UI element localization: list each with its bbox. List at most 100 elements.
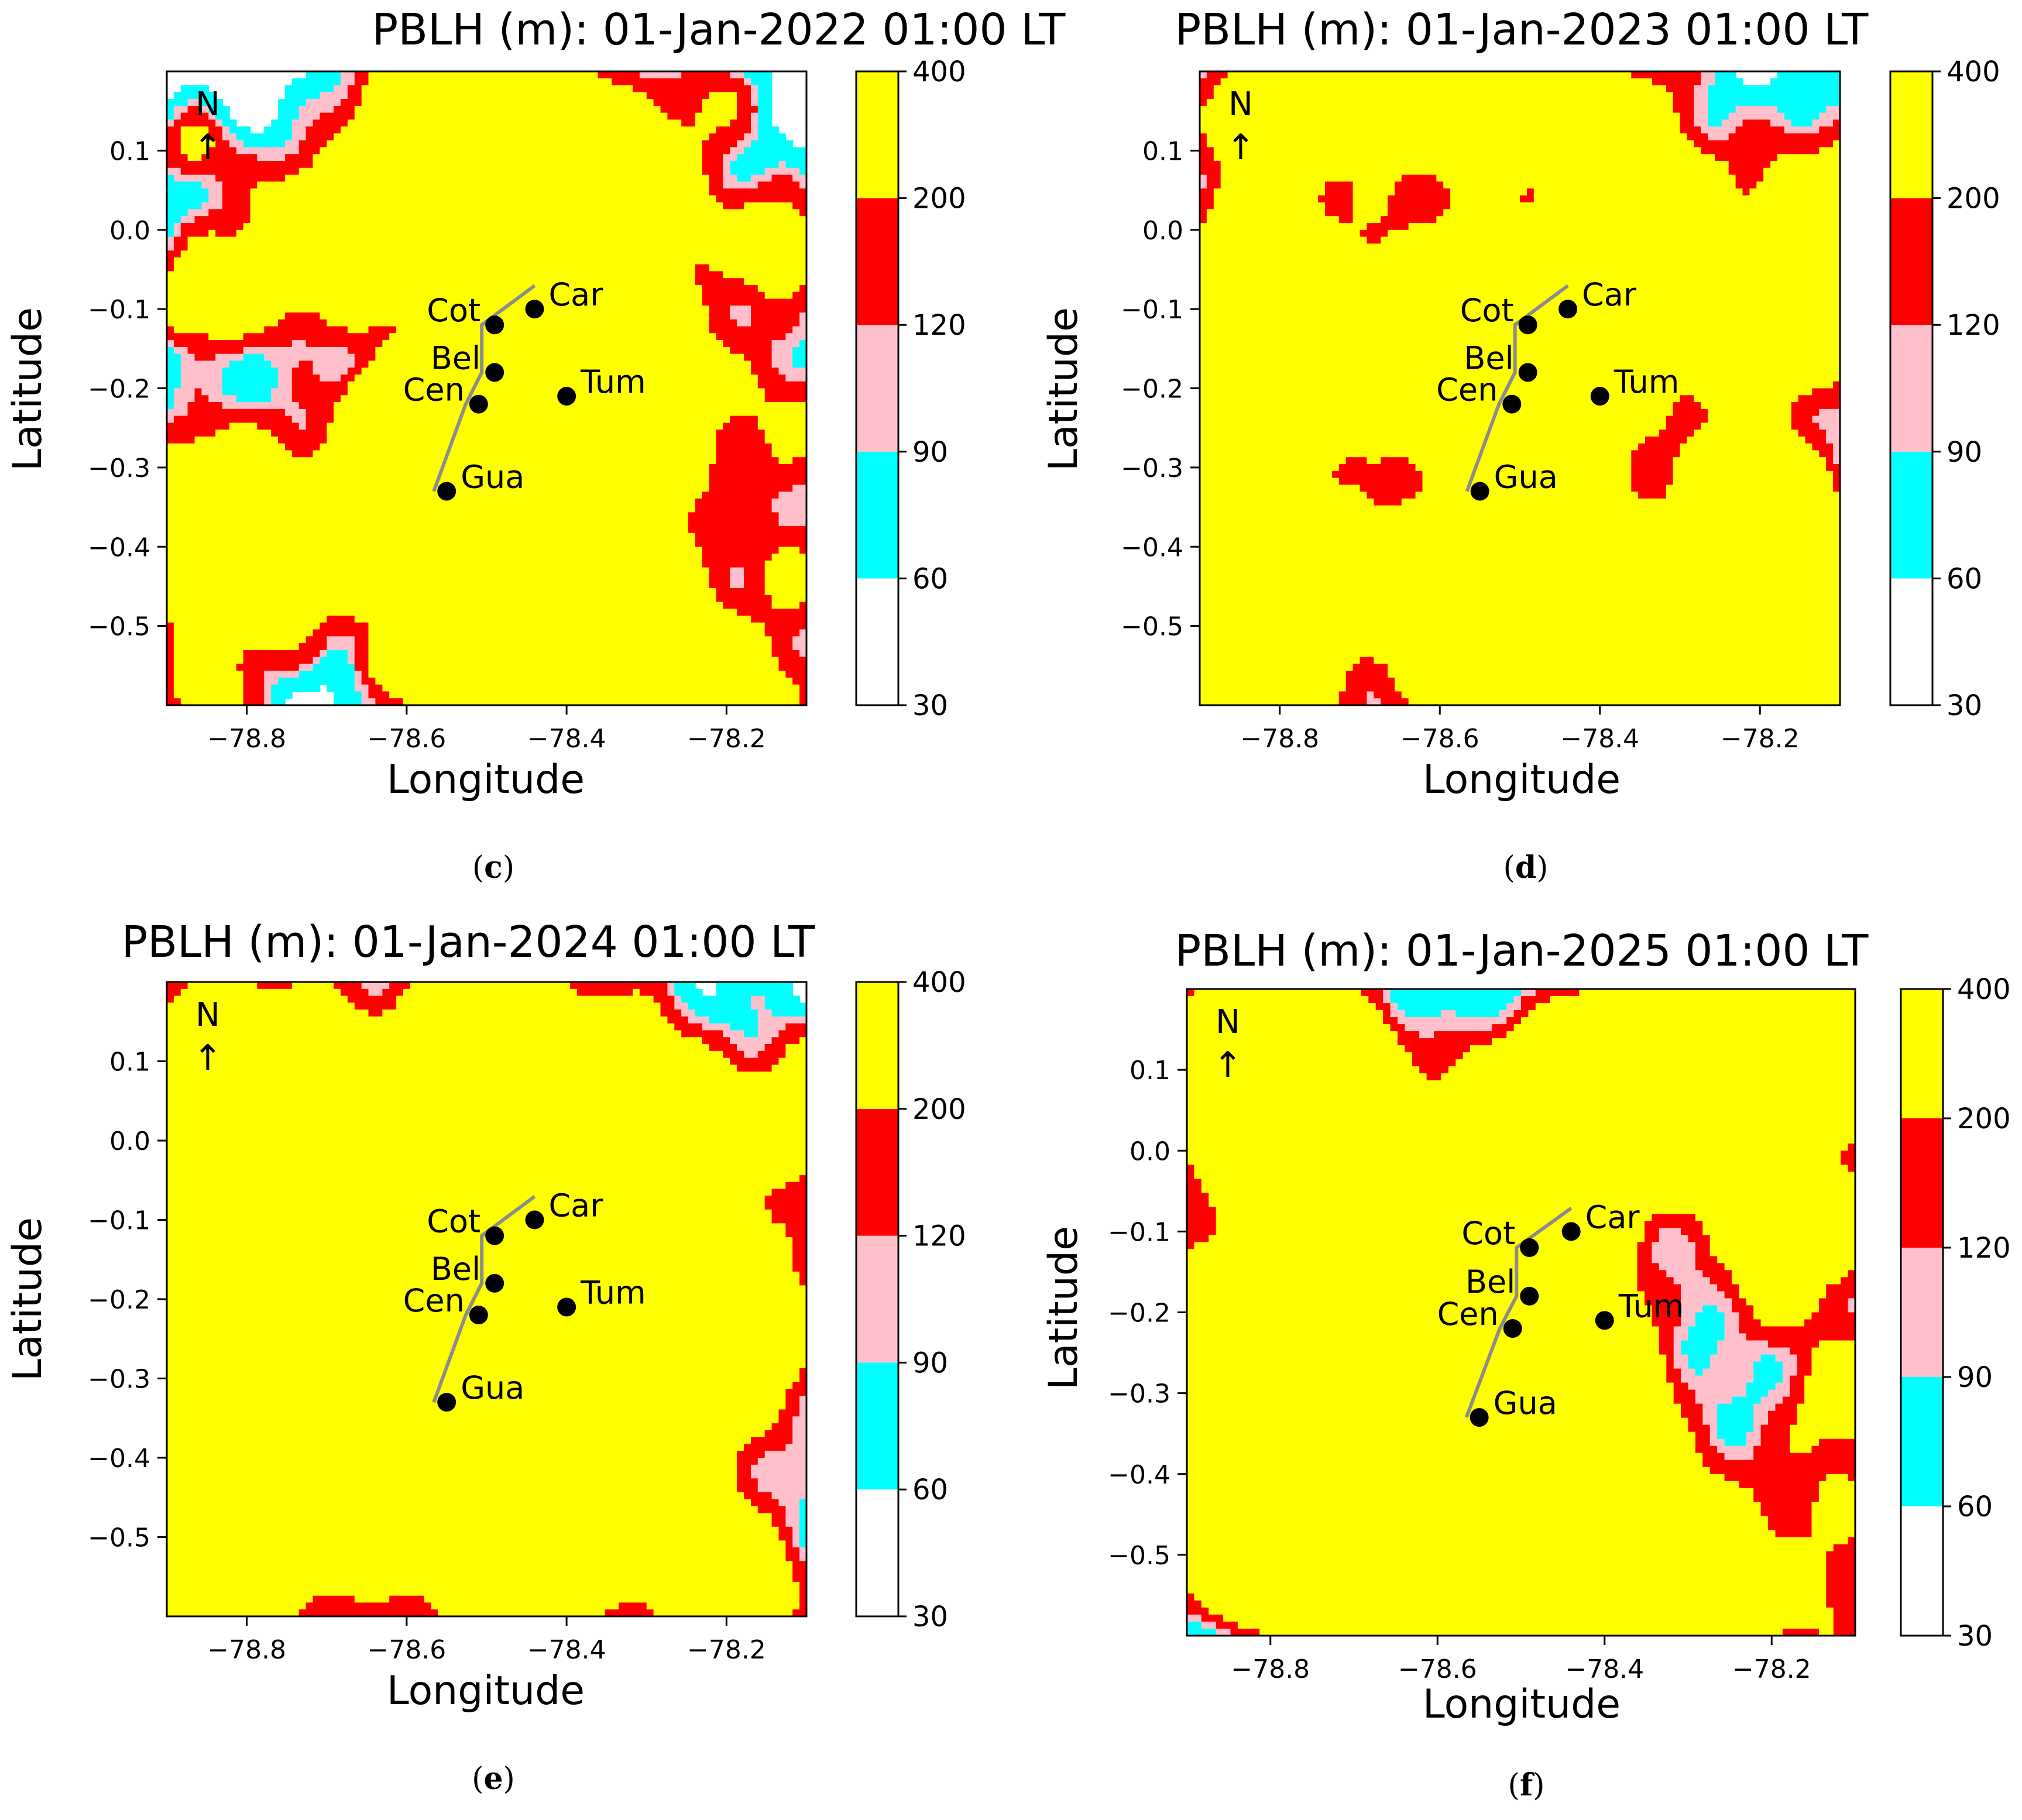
north-arrow-icon: ↑ xyxy=(193,127,222,168)
north-label: N xyxy=(1228,85,1253,123)
colorbar-tick-label: 90 xyxy=(912,436,948,469)
y-tick-label: −0.1 xyxy=(1108,1217,1170,1247)
y-tick-label: 0.1 xyxy=(109,136,150,166)
station-marker-car xyxy=(525,300,544,319)
station-marker-cot xyxy=(485,1226,504,1245)
colorbar-segment xyxy=(856,1489,898,1616)
x-tick-label: −78.2 xyxy=(1732,1654,1811,1684)
station-marker-gua xyxy=(437,1393,456,1412)
y-axis-label: Latitude xyxy=(5,307,51,471)
x-tick-label: −78.2 xyxy=(687,1635,766,1665)
y-tick-label: 0.0 xyxy=(1142,216,1183,246)
x-axis-label: Longitude xyxy=(1423,1681,1621,1728)
station-marker-cot xyxy=(485,315,504,335)
panel-caption-letter: e xyxy=(483,1761,503,1797)
x-axis-label: Longitude xyxy=(387,757,585,803)
x-tick-label: −78.2 xyxy=(1721,724,1800,754)
y-tick-label: −0.4 xyxy=(88,533,150,562)
colorbar-frame xyxy=(1900,988,1944,1637)
north-label: N xyxy=(195,85,220,123)
panel-caption: (d) xyxy=(1503,850,1549,885)
station-marker-cen xyxy=(469,1306,488,1325)
y-tick-label: −0.5 xyxy=(88,1523,150,1553)
station-marker-bel xyxy=(485,1273,504,1293)
station-label-tum: Tum xyxy=(580,1275,646,1311)
station-label-cot: Cot xyxy=(427,1203,480,1240)
station-marker-bel xyxy=(1518,363,1537,382)
y-tick-label: −0.2 xyxy=(1108,1299,1170,1328)
y-tick-label: −0.2 xyxy=(88,375,150,404)
station-label-gua: Gua xyxy=(1494,458,1558,495)
colorbar-segment xyxy=(1890,71,1932,198)
north-arrow-icon: ↑ xyxy=(1213,1045,1242,1086)
chart-title: PBLH (m): 01-Jan-2025 01:00 LT xyxy=(1175,926,1869,976)
north-arrow-icon: ↑ xyxy=(1226,127,1255,168)
colorbar-segment xyxy=(1890,578,1932,705)
station-marker-bel xyxy=(485,363,504,382)
x-tick-label: −78.8 xyxy=(1240,724,1319,754)
colorbar-tick-label: 60 xyxy=(1947,562,1982,595)
station-label-cen: Cen xyxy=(403,1282,465,1319)
colorbar-tick-label: 60 xyxy=(912,562,948,595)
station-marker-cot xyxy=(1520,1238,1539,1257)
y-tick-label: −0.5 xyxy=(88,612,150,642)
station-label-tum: Tum xyxy=(1618,1287,1684,1324)
station-marker-gua xyxy=(1470,482,1489,501)
x-tick-label: −78.6 xyxy=(367,1635,446,1665)
colorbar-tick-label: 400 xyxy=(1957,973,2011,1006)
colorbar-frame xyxy=(855,70,900,706)
y-tick-label: −0.4 xyxy=(88,1444,150,1474)
station-marker-bel xyxy=(1520,1286,1539,1306)
station-label-car: Car xyxy=(1585,1199,1640,1235)
x-tick-label: −78.4 xyxy=(527,724,606,754)
station-label-tum: Tum xyxy=(580,363,646,400)
x-tick-label: −78.6 xyxy=(1398,1654,1477,1684)
station-marker-gua xyxy=(437,482,456,501)
colorbar-segment xyxy=(856,198,898,325)
colorbar-segment xyxy=(856,578,898,705)
colorbar-tick-label: 400 xyxy=(912,56,966,88)
station-label-cot: Cot xyxy=(1460,292,1514,329)
station-marker-cen xyxy=(1503,1319,1522,1338)
colorbar-tick-label: 30 xyxy=(1957,1620,1993,1653)
x-tick-label: −78.4 xyxy=(527,1635,606,1665)
station-label-cen: Cen xyxy=(1436,372,1498,408)
y-tick-label: −0.3 xyxy=(1121,454,1183,483)
x-tick-label: −78.8 xyxy=(207,724,286,754)
station-label-bel: Bel xyxy=(1465,1263,1515,1300)
y-tick-label: −0.2 xyxy=(1121,375,1183,404)
station-label-bel: Bel xyxy=(431,339,480,376)
station-label-car: Car xyxy=(548,1187,603,1224)
x-axis-label: Longitude xyxy=(1423,757,1621,803)
station-marker-car xyxy=(1561,1222,1581,1241)
colorbar-segment xyxy=(856,325,898,452)
colorbar-tick-label: 30 xyxy=(912,689,948,722)
colorbar-segment xyxy=(856,1108,898,1236)
y-axis-label: Latitude xyxy=(1041,307,1087,471)
panel-caption: (f) xyxy=(1508,1767,1545,1803)
colorbar-tick-label: 200 xyxy=(912,1093,966,1126)
colorbar-segment xyxy=(856,451,898,579)
colorbar-tick-label: 90 xyxy=(1957,1361,1993,1394)
y-tick-label: 0.1 xyxy=(1130,1056,1170,1086)
y-tick-label: −0.5 xyxy=(1121,612,1183,642)
colorbar-tick-label: 90 xyxy=(912,1347,948,1379)
y-tick-label: −0.4 xyxy=(1121,533,1183,562)
north-label: N xyxy=(1216,1003,1240,1041)
x-tick-label: −78.2 xyxy=(687,724,766,754)
valley-contour xyxy=(1464,1206,1573,1419)
station-label-gua: Gua xyxy=(1494,1385,1557,1421)
colorbar-tick-label: 200 xyxy=(912,183,966,215)
y-tick-label: −0.5 xyxy=(1108,1541,1170,1571)
panel-caption: (c) xyxy=(472,850,514,885)
y-tick-label: −0.4 xyxy=(1108,1460,1170,1490)
station-label-cen: Cen xyxy=(403,372,465,408)
station-label-bel: Bel xyxy=(1464,339,1513,376)
station-label-tum: Tum xyxy=(1614,363,1680,400)
chart-title: PBLH (m): 01-Jan-2022 01:00 LT xyxy=(372,5,1066,55)
colorbar-segment xyxy=(1901,1248,1943,1377)
y-tick-label: 0.0 xyxy=(1130,1136,1170,1166)
